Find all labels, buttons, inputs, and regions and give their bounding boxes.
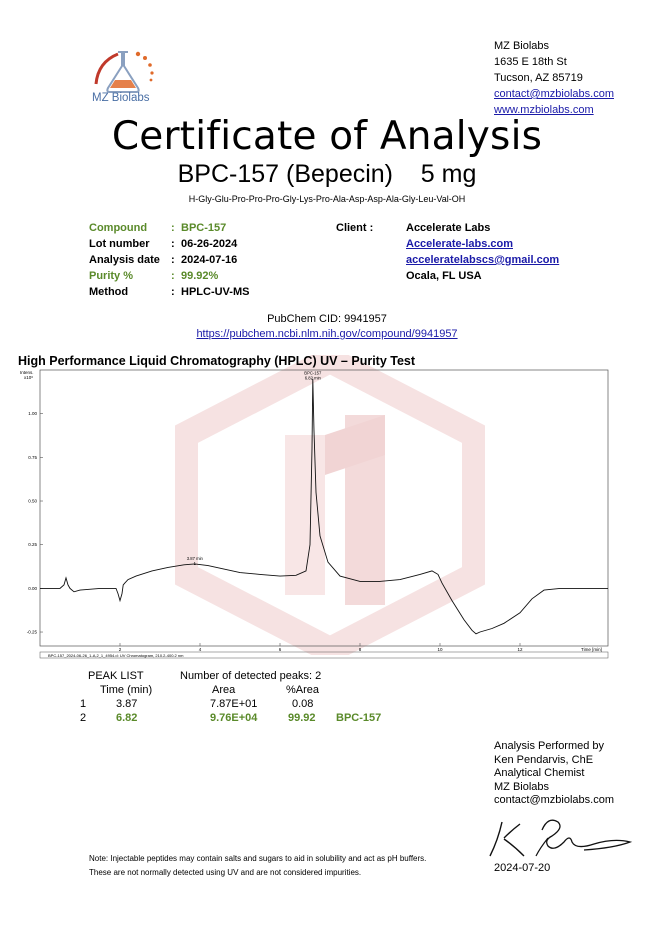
lot-value: 06-26-2024 bbox=[181, 238, 238, 250]
purity-label: Purity % bbox=[89, 270, 134, 282]
peak-annotation-sublabel: 6.82 min bbox=[305, 376, 322, 381]
product-name: BPC-157 (Bepecin) 5 mg bbox=[177, 160, 477, 188]
y-tick-label: -0.25 bbox=[27, 630, 38, 635]
peak-row-area: 9.76E+04 bbox=[210, 712, 258, 724]
date-label: Analysis date bbox=[89, 254, 160, 266]
colon: : bbox=[171, 286, 175, 298]
colon: : bbox=[171, 254, 175, 266]
x-tick-label: 12 bbox=[517, 647, 523, 652]
peak-annotation-sublabel: 1 bbox=[194, 561, 197, 566]
y-tick-label: 0.75 bbox=[28, 455, 37, 460]
performed-by: Analysis Performed by bbox=[494, 740, 605, 752]
x-tick-label: 8 bbox=[359, 647, 362, 652]
peak-list-title: PEAK LIST bbox=[88, 670, 144, 682]
analyst-org: MZ Biolabs bbox=[494, 780, 550, 793]
colon: : bbox=[171, 270, 175, 282]
client-location: Ocala, FL USA bbox=[406, 270, 482, 282]
purity-value: 99.92% bbox=[181, 270, 219, 282]
peak-row-name: BPC-157 bbox=[336, 712, 382, 724]
plot-frame bbox=[39, 369, 609, 647]
hplc-section-title: High Performance Liquid Chromatography (… bbox=[18, 354, 416, 368]
analyst-title: Analytical Chemist bbox=[494, 767, 585, 780]
y-tick-label: 0.00 bbox=[28, 586, 37, 591]
y-unit-exponent: x10⁶ bbox=[24, 375, 33, 380]
pubchem-cid: PubChem CID: 9941957 bbox=[267, 313, 387, 325]
footnote: Note: Injectable peptides may contain sa… bbox=[89, 852, 426, 880]
footnote-line-1: Note: Injectable peptides may contain sa… bbox=[89, 854, 427, 863]
analyst-name: Ken Pendarvis, ChE bbox=[494, 753, 594, 766]
peak-annotation-label: BPC-157 bbox=[304, 371, 322, 376]
page-title: Certificate of Analysis bbox=[111, 114, 543, 159]
peptide-sequence: H-Gly-Glu-Pro-Pro-Pro-Gly-Lys-Pro-Ala-As… bbox=[188, 194, 466, 204]
signature bbox=[489, 819, 633, 857]
compound-label: Compound bbox=[89, 222, 148, 234]
watermark-logo bbox=[175, 355, 485, 655]
x-tick-label: 2 bbox=[119, 647, 122, 652]
lab-address: MZ Biolabs 1635 E 18th St Tucson, AZ 857… bbox=[494, 38, 614, 118]
client-name: Accelerate Labs bbox=[406, 222, 491, 234]
header-pct-area: %Area bbox=[286, 684, 320, 696]
legend-box bbox=[39, 651, 609, 659]
peak-annotation-label: 3.87 min bbox=[187, 556, 204, 561]
peak-row-num: 1 bbox=[80, 698, 87, 710]
x-axis-label: Time [min] bbox=[581, 647, 602, 652]
client-email-link[interactable]: acceleratelabscs@gmail.com bbox=[406, 254, 560, 266]
flask-icon bbox=[94, 51, 154, 93]
header-area: Area bbox=[212, 684, 236, 696]
analyst-email: contact@mzbiolabs.com bbox=[494, 794, 614, 807]
client-label: Client : bbox=[336, 222, 374, 234]
lab-street: 1635 E 18th St bbox=[494, 56, 567, 68]
method-label: Method bbox=[89, 286, 129, 298]
header-time: Time (min) bbox=[100, 684, 153, 696]
chart-legend: BPC-157_2024-06-26_1-A,2_1_4954.d: UV Ch… bbox=[48, 653, 184, 658]
date-value: 2024-07-16 bbox=[181, 254, 238, 266]
pubchem-link[interactable]: https://pubchem.ncbi.nlm.nih.gov/compoun… bbox=[196, 328, 458, 340]
hplc-chromatogram: Intens. x10⁶ -0.25 0.00 0.25 0.50 0.75 1.00 2… bbox=[20, 369, 609, 659]
footnote-line-2: These are not normally detected using UV… bbox=[89, 868, 362, 877]
client-website-link[interactable]: Accelerate-labs.com bbox=[406, 238, 513, 250]
colon: : bbox=[171, 238, 175, 250]
lab-city: Tucson, AZ 85719 bbox=[494, 72, 583, 84]
chromatogram-trace bbox=[40, 378, 608, 635]
analyst-block: Analysis Performed by Ken Pendarvis, ChE… bbox=[494, 740, 614, 808]
lab-name: MZ Biolabs bbox=[494, 40, 550, 52]
compound-value: BPC-157 bbox=[181, 222, 227, 234]
y-tick-label: 0.25 bbox=[28, 542, 37, 547]
peak-row-pct: 99.92 bbox=[288, 712, 316, 724]
logo-text: MZ Biolabs bbox=[92, 92, 150, 104]
peak-list: PEAK LIST Number of detected peaks: 2 Ti… bbox=[80, 670, 400, 726]
colon: : bbox=[171, 222, 175, 234]
x-tick-label: 10 bbox=[437, 647, 443, 652]
peak-row-area: 7.87E+01 bbox=[210, 698, 258, 710]
method-value: HPLC-UV-MS bbox=[181, 286, 250, 298]
peak-row-num: 2 bbox=[80, 712, 87, 724]
x-tick-label: 4 bbox=[199, 647, 202, 652]
detected-peaks-count: Number of detected peaks: 2 bbox=[180, 670, 322, 682]
y-unit-label: Intens. bbox=[20, 370, 34, 375]
y-tick-label: 1.00 bbox=[28, 411, 37, 416]
signature-date: 2024-07-20 bbox=[494, 862, 551, 874]
lab-website-link[interactable]: www.mzbiolabs.com bbox=[494, 104, 594, 116]
y-tick-label: 0.50 bbox=[28, 499, 37, 504]
peak-row-pct: 0.08 bbox=[292, 698, 314, 710]
lab-email-link[interactable]: contact@mzbiolabs.com bbox=[494, 88, 614, 100]
peak-row-time: 6.82 bbox=[116, 712, 138, 724]
x-tick-label: 6 bbox=[279, 647, 282, 652]
pubchem-block: PubChem CID: 9941957 https://pubchem.ncb… bbox=[0, 312, 654, 342]
peak-row-time: 3.87 bbox=[116, 698, 138, 710]
lot-label: Lot number bbox=[89, 238, 150, 250]
